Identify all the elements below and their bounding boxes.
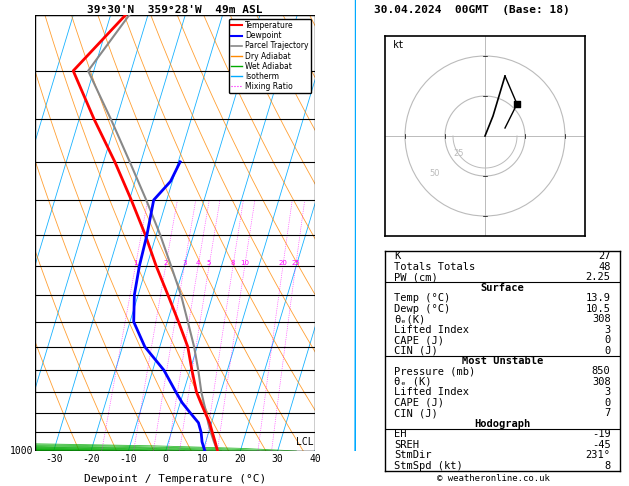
Text: -20: -20 [82,454,100,464]
Text: θₑ(K): θₑ(K) [394,314,426,324]
Text: 40: 40 [309,454,321,464]
Text: 25: 25 [291,260,300,266]
Text: CAPE (J): CAPE (J) [394,335,445,345]
Text: EH: EH [394,429,407,439]
Text: 10: 10 [240,260,249,266]
Text: 27: 27 [598,251,611,261]
Text: 8: 8 [231,260,235,266]
Text: 39°30'N  359°28'W  49m ASL: 39°30'N 359°28'W 49m ASL [87,5,263,15]
Text: 850: 850 [592,366,611,377]
Text: 30.04.2024  00GMT  (Base: 18): 30.04.2024 00GMT (Base: 18) [374,5,570,15]
Text: 231°: 231° [586,451,611,460]
Text: Totals Totals: Totals Totals [394,262,476,272]
Text: 7: 7 [604,408,611,418]
Text: Temp (°C): Temp (°C) [394,293,450,303]
Text: 4: 4 [196,260,200,266]
Text: 50: 50 [429,169,440,178]
Text: CIN (J): CIN (J) [394,346,438,356]
Text: 25: 25 [453,149,464,158]
Text: 2.25: 2.25 [586,272,611,282]
Text: kt: kt [393,40,404,50]
Point [512,100,522,108]
Text: Dewpoint / Temperature (°C): Dewpoint / Temperature (°C) [84,474,266,484]
Text: 48: 48 [598,262,611,272]
Text: Pressure (mb): Pressure (mb) [394,366,476,377]
Text: Dewp (°C): Dewp (°C) [394,304,450,313]
Text: 308: 308 [592,377,611,387]
Text: © weatheronline.co.uk: © weatheronline.co.uk [437,474,550,483]
Text: CIN (J): CIN (J) [394,408,438,418]
Text: CAPE (J): CAPE (J) [394,398,445,408]
Text: 8: 8 [604,461,611,471]
Text: θₑ (K): θₑ (K) [394,377,432,387]
Text: 3: 3 [604,387,611,398]
Text: 3: 3 [604,325,611,334]
Text: 20: 20 [235,454,246,464]
Text: LCL: LCL [296,437,314,447]
Text: 0: 0 [604,335,611,345]
Text: Surface: Surface [481,283,525,293]
Text: SREH: SREH [394,440,420,450]
Legend: Temperature, Dewpoint, Parcel Trajectory, Dry Adiabat, Wet Adiabat, Isotherm, Mi: Temperature, Dewpoint, Parcel Trajectory… [228,19,311,93]
Text: Most Unstable: Most Unstable [462,356,543,366]
Text: 308: 308 [592,314,611,324]
Text: 20: 20 [279,260,287,266]
Text: 13.9: 13.9 [586,293,611,303]
Text: 1: 1 [133,260,138,266]
Text: Lifted Index: Lifted Index [394,387,469,398]
Text: 0: 0 [163,454,169,464]
Text: 10.5: 10.5 [586,304,611,313]
Text: -19: -19 [592,429,611,439]
Text: 2: 2 [164,260,168,266]
Text: StmDir: StmDir [394,451,432,460]
Text: -30: -30 [45,454,62,464]
Text: StmSpd (kt): StmSpd (kt) [394,461,463,471]
Text: -45: -45 [592,440,611,450]
Text: 3: 3 [182,260,187,266]
Text: 10: 10 [197,454,209,464]
Text: 30: 30 [272,454,284,464]
Text: -10: -10 [120,454,137,464]
Text: 5: 5 [207,260,211,266]
Text: 0: 0 [604,398,611,408]
Text: Lifted Index: Lifted Index [394,325,469,334]
Text: Hodograph: Hodograph [474,419,531,429]
Text: K: K [394,251,401,261]
Text: 1000: 1000 [9,446,33,456]
Text: 0: 0 [604,346,611,356]
Text: PW (cm): PW (cm) [394,272,438,282]
